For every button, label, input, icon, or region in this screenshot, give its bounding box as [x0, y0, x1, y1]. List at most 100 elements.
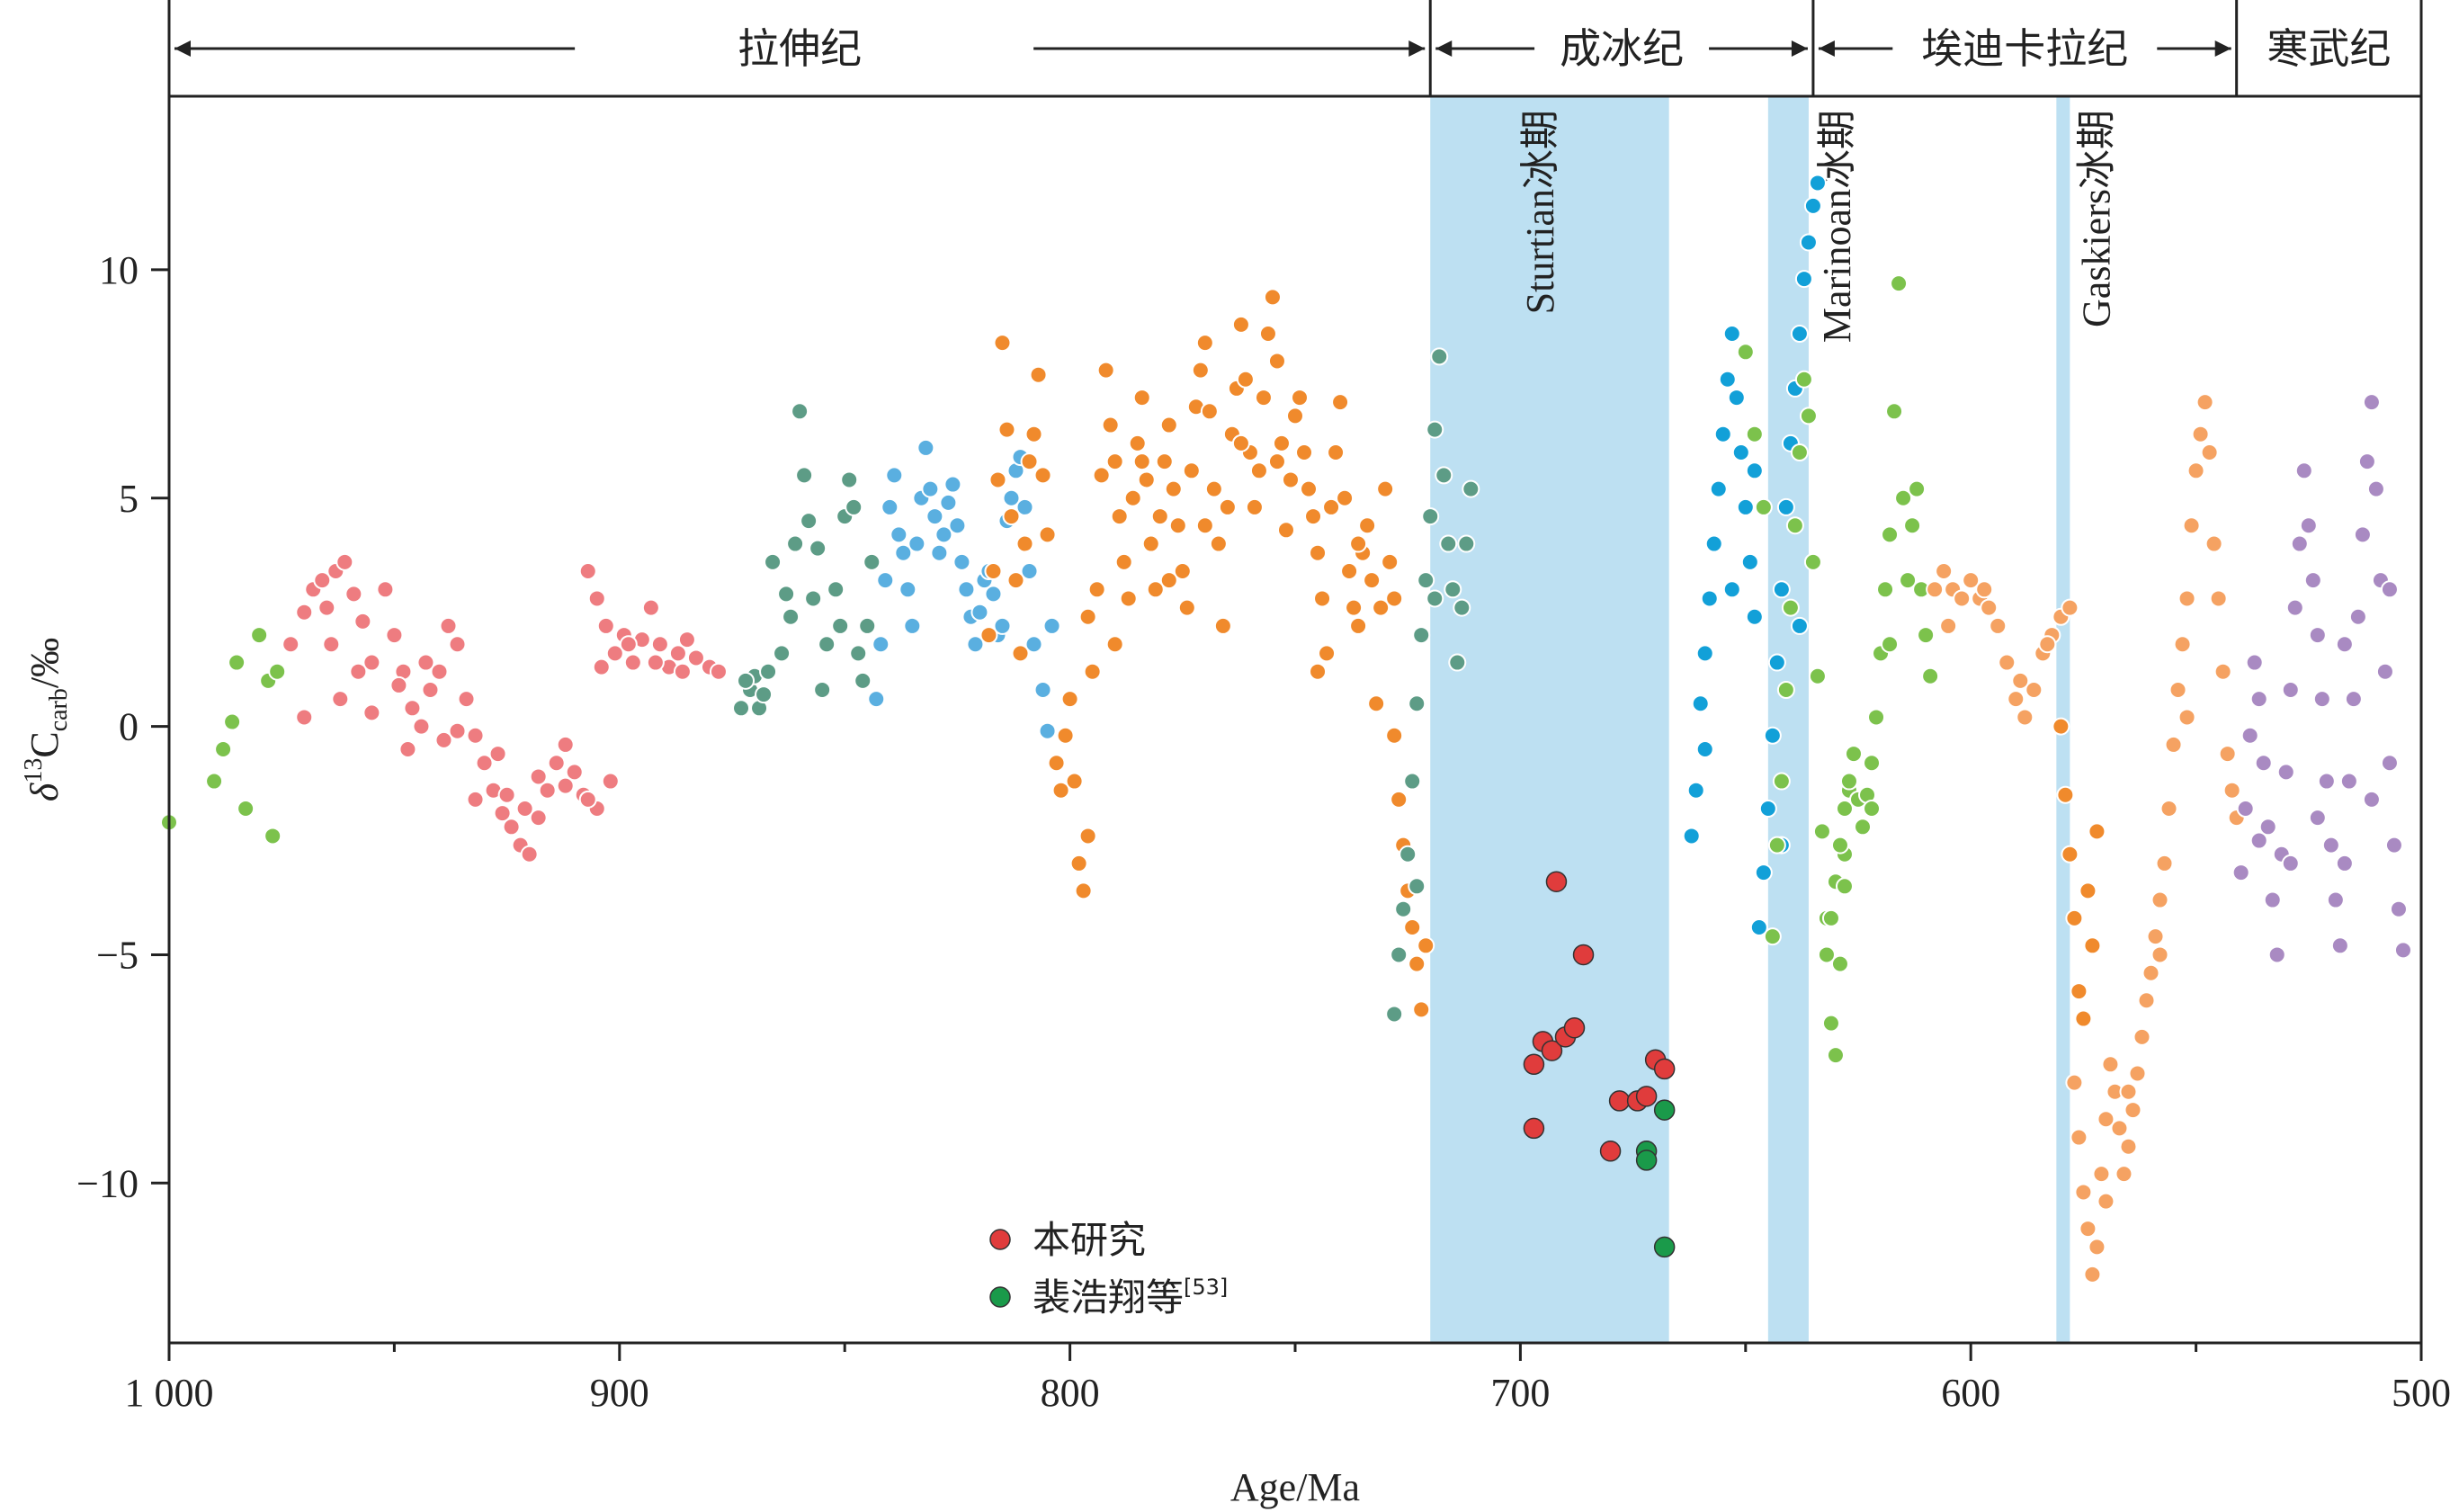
glaciation-label-1: Marinoan冰期: [1815, 110, 1859, 343]
literature-point-4-12: [921, 479, 940, 498]
literature-point-5-16: [1056, 726, 1075, 745]
literature-point-5-87: [1376, 479, 1395, 498]
literature-point-13-4: [2249, 690, 2268, 709]
literature-point-9-24: [1835, 877, 1854, 896]
y-axis-title: δ13Ccarb/‰: [20, 638, 73, 801]
literature-point-1-18: [673, 662, 692, 681]
literature-point-10-17: [1975, 580, 1994, 599]
legend-marker-1: [989, 1286, 1011, 1308]
literature-point-0-6: [335, 552, 354, 571]
literature-point-5-46: [1191, 361, 1210, 380]
literature-point-0-19: [457, 690, 476, 709]
literature-point-5-59: [1249, 461, 1268, 480]
literature-point-11-8: [2088, 822, 2106, 841]
series-1-point-2: [1635, 1150, 1658, 1171]
literature-point-4-33: [1015, 497, 1034, 516]
literature-point-5-27: [1105, 452, 1124, 471]
literature-point-2-6: [250, 626, 269, 645]
literature-point-10-3: [1953, 589, 1972, 608]
period-label-0: 拉伸纪: [738, 24, 862, 73]
literature-point-6-17: [1462, 479, 1480, 498]
literature-point-5-67: [1286, 407, 1304, 425]
literature-point-9-10: [1863, 754, 1882, 773]
literature-point-4-4: [885, 466, 904, 485]
literature-point-13-33: [2380, 754, 2399, 773]
literature-point-5-10: [1024, 425, 1043, 443]
literature-point-5-43: [1177, 598, 1196, 617]
literature-point-2-9: [268, 662, 287, 681]
literature-point-13-14: [2294, 461, 2313, 480]
literature-point-12-3: [2079, 1220, 2097, 1239]
literature-point-10-18: [2011, 671, 2030, 690]
literature-point-5-78: [1336, 488, 1355, 507]
series-1-point-0: [1653, 1099, 1676, 1121]
literature-point-4-28: [993, 616, 1012, 635]
literature-point-9-4: [1835, 800, 1854, 818]
literature-point-5-84: [1363, 571, 1382, 590]
literature-point-8-12: [1803, 552, 1822, 571]
y-tick-label-2: 0: [119, 705, 139, 749]
literature-point-5-13: [1038, 525, 1057, 544]
literature-point-6-12: [1439, 534, 1458, 553]
literature-point-13-23: [2335, 854, 2354, 872]
study-data-points: [1523, 871, 1676, 1258]
literature-point-5-32: [1128, 434, 1147, 452]
literature-point-5-66: [1281, 470, 1300, 489]
literature-point-5-61: [1258, 325, 1277, 343]
literature-point-5-19: [1069, 854, 1088, 872]
literature-point-13-24: [2339, 772, 2358, 791]
literature-point-6-19: [1426, 589, 1444, 608]
literature-point-5-26: [1101, 416, 1120, 434]
literature-point-7-5: [1704, 534, 1723, 553]
series-0-point-4: [1541, 1040, 1563, 1061]
literature-point-4-18: [948, 516, 967, 535]
literature-point-5-80: [1345, 598, 1364, 617]
literature-point-0-3: [313, 571, 332, 590]
literature-point-5-71: [1304, 507, 1323, 526]
literature-point-5-77: [1331, 393, 1350, 412]
literature-point-8-3: [1763, 927, 1782, 946]
svg-text:δ13Ccarb/‰: δ13Ccarb/‰: [20, 638, 73, 801]
literature-point-5-56: [1236, 370, 1255, 389]
literature-point-0-8: [353, 612, 372, 631]
literature-point-4-23: [970, 603, 989, 622]
literature-point-12-15: [2133, 1027, 2151, 1046]
literature-point-5-72: [1309, 543, 1328, 562]
literature-point-10-11: [2025, 681, 2043, 699]
literature-point-4-5: [890, 525, 908, 544]
literature-point-13-12: [2285, 598, 2304, 617]
literature-point-5-14: [1047, 754, 1066, 773]
literature-point-11-0: [2052, 717, 2070, 736]
literature-point-12-18: [2146, 927, 2165, 946]
literature-point-8-5: [1772, 772, 1791, 791]
literature-point-5-7: [1011, 644, 1030, 663]
x-tick-label-3: 700: [1490, 1371, 1550, 1415]
literature-point-7-12: [1736, 497, 1755, 516]
literature-point-5-17: [1060, 690, 1079, 709]
literature-point-3-14: [818, 635, 836, 654]
literature-point-13-10: [2276, 763, 2295, 782]
literature-point-4-0: [867, 690, 886, 709]
literature-point-5-73: [1313, 589, 1332, 608]
literature-point-12-28: [2191, 425, 2210, 443]
literature-point-11-7: [2083, 936, 2102, 955]
literature-point-9-26: [1881, 635, 1900, 654]
period-arrowhead-left-0: [174, 40, 191, 57]
literature-point-4-16: [939, 493, 958, 512]
literature-point-12-37: [2097, 1192, 2115, 1211]
literature-point-0-28: [538, 781, 557, 800]
literature-point-13-17: [2308, 626, 2327, 645]
literature-point-5-42: [1173, 562, 1192, 580]
literature-point-5-101: [1195, 516, 1214, 535]
literature-point-0-37: [362, 703, 381, 722]
literature-point-4-35: [1024, 635, 1043, 654]
literature-point-3-4: [759, 662, 778, 681]
period-arrowhead-left-1: [1435, 40, 1453, 57]
literature-point-13-5: [2254, 754, 2273, 773]
literature-point-2-4: [228, 653, 246, 672]
literature-point-13-22: [2330, 936, 2349, 955]
literature-point-12-20: [2155, 854, 2174, 872]
literature-point-12-0: [2065, 1073, 2084, 1092]
y-tick-label-3: −5: [96, 933, 139, 977]
